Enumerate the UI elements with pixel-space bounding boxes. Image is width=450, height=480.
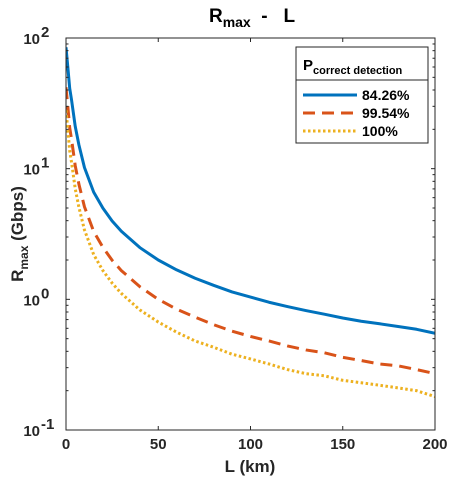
legend-title: Pcorrect detection (303, 57, 403, 77)
series-line-0 (66, 47, 435, 335)
series-line-1 (66, 87, 435, 376)
legend-label-0: 84.26% (362, 87, 410, 103)
legend-title-main: P (303, 57, 313, 74)
x-tick-label-3: 150 (330, 436, 355, 453)
legend-label-2: 100% (362, 123, 398, 139)
legend-label-1: 99.54% (362, 105, 410, 121)
y-tick-label-exponent-1: 0 (41, 285, 49, 302)
legend: Pcorrect detection 84.26% 99.54% 100% (295, 46, 429, 144)
x-tick-label-2: 100 (238, 436, 263, 453)
x-axis-label: L (km) (225, 457, 276, 476)
y-axis-label-sub: max (17, 245, 31, 269)
chart-title-rest: - L (251, 6, 296, 27)
x-tick-label-0: 0 (62, 436, 70, 453)
y-tick-label-0: 10 (23, 423, 40, 440)
chart-title: Rmax - L (209, 6, 295, 30)
y-axis-label-main: R (8, 270, 27, 282)
series-line-2 (66, 110, 435, 399)
y-tick-label-3: 10 (23, 31, 40, 48)
y-axis-label: Rmax (Gbps) (8, 186, 31, 282)
y-tick-label-exponent-3: 2 (41, 24, 49, 41)
y-axis-label-rest: (Gbps) (8, 186, 27, 246)
y-tick-label-2: 10 (23, 162, 40, 179)
y-tick-label-exponent-0: -1 (41, 416, 54, 433)
legend-entries: 84.26% 99.54% 100% (303, 87, 410, 139)
legend-title-sub: correct detection (313, 65, 403, 77)
y-tick-label-1: 10 (23, 292, 40, 309)
x-tick-label-1: 50 (150, 436, 167, 453)
series-group (66, 47, 435, 399)
y-tick-label-exponent-2: 1 (41, 155, 49, 172)
chart-title-sub: max (223, 14, 251, 30)
ticks-group (65, 37, 436, 431)
x-tick-label-4: 200 (422, 436, 447, 453)
chart-title-main: R (209, 6, 223, 27)
